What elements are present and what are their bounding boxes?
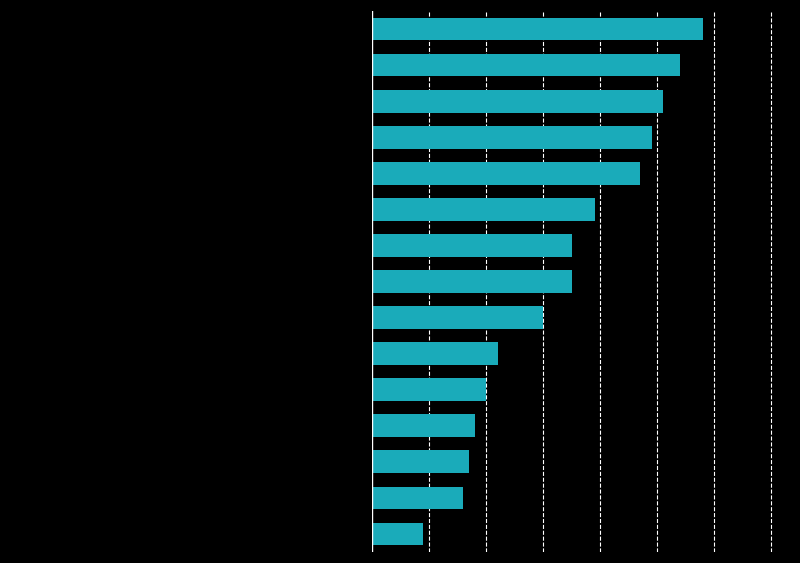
Bar [372, 414, 474, 437]
Bar [372, 306, 543, 329]
Bar [372, 270, 572, 293]
Bar [372, 18, 703, 41]
Bar [372, 486, 463, 509]
Bar [372, 342, 498, 365]
Bar [372, 522, 423, 545]
Bar [372, 162, 640, 185]
Bar [372, 234, 572, 257]
Bar [372, 450, 469, 473]
Bar [372, 90, 663, 113]
Bar [372, 198, 594, 221]
Bar [372, 126, 652, 149]
Bar [372, 54, 680, 77]
Bar [372, 378, 486, 401]
